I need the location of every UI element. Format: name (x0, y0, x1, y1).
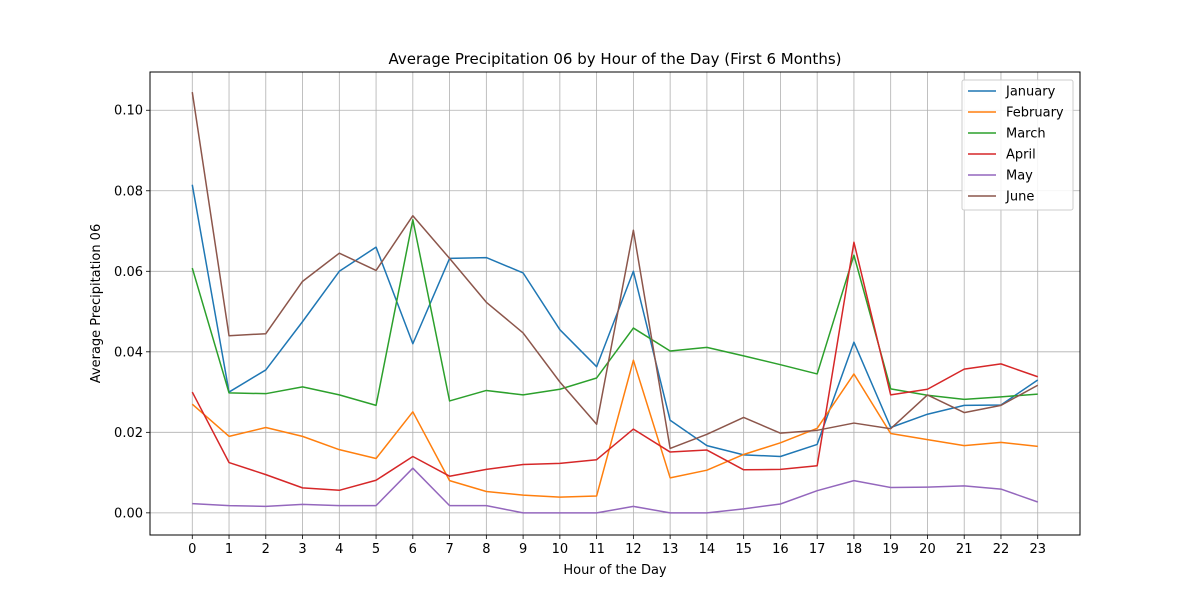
x-tick-label: 22 (993, 542, 1010, 557)
x-tick-label: 9 (519, 542, 527, 557)
x-tick-label: 8 (482, 542, 490, 557)
legend-label: January (1005, 85, 1056, 100)
chart-title: Average Precipitation 06 by Hour of the … (389, 50, 842, 68)
series-line-march (191, 219, 1038, 407)
x-tick-label: 18 (846, 542, 863, 557)
series-line-february (191, 359, 1038, 498)
y-axis-ticks: 0.00 0.02 0.04 0.06 0.08 0.10 (114, 104, 150, 521)
x-tick-label: 0 (188, 542, 196, 557)
x-tick-label: 19 (882, 542, 899, 557)
x-tick-label: 13 (662, 542, 679, 557)
legend-label: May (1006, 169, 1033, 184)
y-tick-label: 0.02 (114, 426, 143, 441)
x-tick-label: 10 (552, 542, 569, 557)
x-tick-label: 14 (699, 542, 716, 557)
plot-frame (149, 71, 1081, 536)
x-tick-label: 21 (956, 542, 973, 557)
y-tick-label: 0.00 (114, 506, 143, 521)
x-tick-label: 11 (588, 542, 605, 557)
x-tick-label: 6 (409, 542, 417, 557)
x-tick-label: 1 (225, 542, 233, 557)
y-axis-label: Average Precipitation 06 (89, 224, 104, 383)
series-line-may (192, 467, 1038, 514)
x-tick-label: 7 (445, 542, 453, 557)
y-tick-label: 0.10 (114, 104, 143, 119)
x-tick-label: 2 (262, 542, 270, 557)
x-tick-label: 20 (919, 542, 936, 557)
x-tick-label: 17 (809, 542, 826, 557)
legend-label: June (1005, 190, 1034, 205)
x-tick-label: 23 (1029, 542, 1046, 557)
x-axis-label: Hour of the Day (563, 563, 667, 578)
legend-label: March (1006, 127, 1046, 142)
x-tick-label: 3 (298, 542, 306, 557)
legend-label: February (1006, 106, 1064, 121)
grid-lines (150, 72, 1080, 535)
x-axis-ticks: 0 1 2 3 4 5 6 7 8 9 10 11 12 13 14 15 16 17 18 19 20 21 22 23 (188, 535, 1046, 557)
series-line-january (191, 184, 1039, 458)
legend: January February March April May June (961, 79, 1074, 211)
y-tick-label: 0.08 (114, 184, 143, 199)
x-tick-label: 4 (335, 542, 343, 557)
x-tick-label: 15 (735, 542, 752, 557)
y-tick-label: 0.04 (114, 345, 143, 360)
series-lines (191, 92, 1039, 514)
x-tick-label: 5 (372, 542, 380, 557)
series-line-june (191, 92, 1039, 450)
y-tick-label: 0.06 (114, 265, 143, 280)
x-tick-label: 16 (772, 542, 789, 557)
legend-label: April (1006, 148, 1036, 163)
series-line-april (191, 241, 1038, 492)
x-tick-label: 12 (625, 542, 642, 557)
